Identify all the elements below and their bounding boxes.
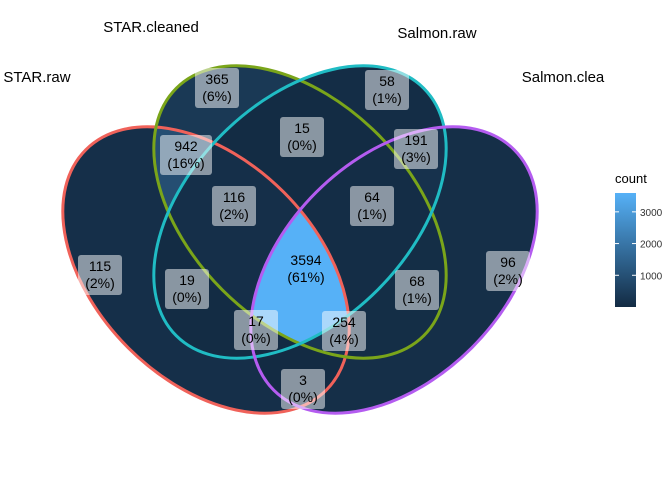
legend-tick-label: 1000 [640, 271, 663, 282]
region-percent: (0%) [288, 389, 318, 405]
region-label: 15(0%) [280, 117, 324, 157]
region-percent: (1%) [357, 206, 387, 222]
set-label-salmon-raw: Salmon.raw [397, 25, 476, 42]
region-count: 365 [205, 71, 229, 87]
region-label-bg [365, 70, 409, 110]
region-label: 96(2%) [486, 251, 530, 291]
region-count: 3 [299, 372, 307, 388]
region-label: 58(1%) [365, 70, 409, 110]
region-count: 191 [404, 132, 428, 148]
region-label: 254(4%) [322, 311, 366, 351]
set-outline-star-cleaned [152, 64, 448, 360]
region-percent: (2%) [493, 271, 523, 287]
set-label-star-cleaned: STAR.cleaned [103, 19, 199, 36]
region-count: 17 [248, 313, 264, 329]
region-label-bg [212, 186, 256, 226]
set-label-star-raw: STAR.raw [3, 69, 70, 86]
region-percent: (0%) [287, 137, 317, 153]
region-count: 254 [332, 314, 356, 330]
region-label: 68(1%) [395, 270, 439, 310]
region-label-bg [395, 270, 439, 310]
region-label: 3(0%) [281, 369, 325, 409]
region-count: 68 [409, 273, 425, 289]
legend-title: count [615, 171, 647, 186]
legend-ticks: 1000 2000 3000 [615, 208, 663, 282]
set-label-salmon-clea: Salmon.clea [522, 69, 605, 86]
region-label: 19(0%) [165, 269, 209, 309]
region-percent: (0%) [241, 330, 271, 346]
legend-tick-label: 3000 [640, 208, 663, 219]
region-label-bg [394, 129, 438, 169]
region-percent: (1%) [402, 290, 432, 306]
region-label-bg [486, 251, 530, 291]
region-label: 365(6%) [195, 68, 239, 108]
region-label: 64(1%) [350, 186, 394, 226]
legend-tick-label: 2000 [640, 240, 663, 251]
region-percent: (16%) [167, 155, 204, 171]
region-count: 96 [500, 254, 516, 270]
region-percent: (1%) [372, 90, 402, 106]
region-label-bg [195, 68, 239, 108]
set-outline-salmon-clea [249, 125, 539, 415]
region-percent: (61%) [287, 269, 324, 285]
region-label-bg [160, 135, 212, 175]
region-count: 19 [179, 272, 195, 288]
legend-colorbar [615, 193, 636, 307]
region-label-bg [350, 186, 394, 226]
region-label: 17(0%) [234, 310, 278, 350]
region-percent: (3%) [401, 149, 431, 165]
region-percent: (6%) [202, 88, 232, 104]
set-outlines [61, 64, 539, 415]
region-label-bg [322, 311, 366, 351]
region-count: 3594 [290, 252, 321, 268]
region-percent: (2%) [219, 206, 249, 222]
region-count: 58 [379, 73, 395, 89]
region-percent: (2%) [85, 275, 115, 291]
region-count: 116 [223, 189, 246, 205]
region-percent: (0%) [172, 289, 202, 305]
set-outline-star-raw [61, 125, 351, 415]
region-label-bg [281, 369, 325, 409]
region-label-bg [234, 310, 278, 350]
region-count: 942 [174, 138, 198, 154]
region-label-bg [78, 255, 122, 295]
region-label: 191(3%) [394, 129, 438, 169]
region-labels: 115(2%)365(6%)58(1%)96(2%)942(16%)15(0%)… [78, 68, 530, 409]
region-percent: (4%) [329, 331, 359, 347]
set-outline-salmon-raw [152, 64, 448, 360]
region-label: 115(2%) [78, 255, 122, 295]
count-legend: count 1000 2000 3000 [615, 171, 663, 307]
region-label: 3594(61%) [287, 252, 324, 285]
region-count: 115 [89, 258, 112, 274]
region-count: 15 [294, 120, 310, 136]
region-label: 116(2%) [212, 186, 256, 226]
region-label: 942(16%) [160, 135, 212, 175]
region-count: 64 [364, 189, 380, 205]
region-label-bg [280, 117, 324, 157]
set-labels: STAR.raw STAR.cleaned Salmon.raw Salmon.cle… [3, 19, 605, 86]
region-label-bg [165, 269, 209, 309]
